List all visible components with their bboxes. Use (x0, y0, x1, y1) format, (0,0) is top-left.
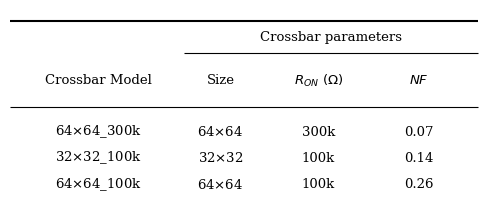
Text: 100k: 100k (302, 178, 335, 192)
Text: 64$\times$64_300k: 64$\times$64_300k (54, 124, 142, 140)
Text: 64$\times$64: 64$\times$64 (197, 125, 244, 139)
Text: 300k: 300k (302, 126, 335, 138)
Text: 64$\times$64_100k: 64$\times$64_100k (54, 177, 142, 193)
Text: Size: Size (206, 74, 235, 88)
Text: Crossbar Model: Crossbar Model (45, 74, 151, 88)
Text: $NF$: $NF$ (409, 74, 429, 88)
Text: 32$\times$32_100k: 32$\times$32_100k (54, 150, 142, 166)
Text: Crossbar parameters: Crossbar parameters (260, 30, 402, 44)
Text: $R_{ON}$ $({\Omega})$: $R_{ON}$ $({\Omega})$ (294, 73, 343, 89)
Text: 0.26: 0.26 (404, 178, 434, 192)
Text: 100k: 100k (302, 152, 335, 164)
Text: 32$\times$32: 32$\times$32 (198, 151, 243, 165)
Text: 0.07: 0.07 (404, 126, 434, 138)
Text: 0.14: 0.14 (404, 152, 434, 164)
Text: 64$\times$64: 64$\times$64 (197, 178, 244, 192)
